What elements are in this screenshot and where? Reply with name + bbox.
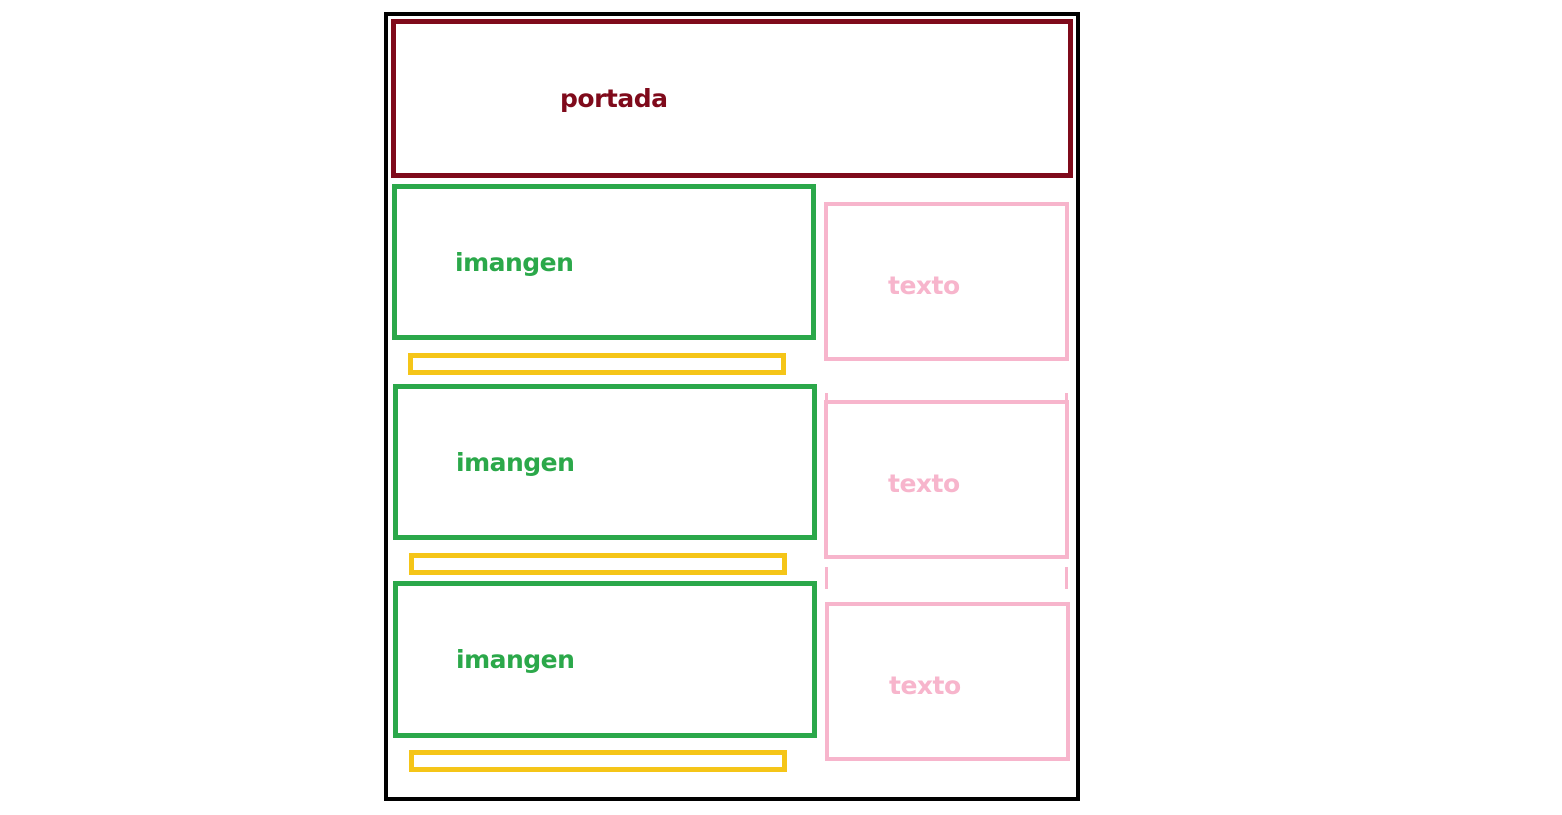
text-box-2 (824, 400, 1069, 559)
text-box-3 (825, 602, 1070, 761)
text-label-1: texto (888, 271, 960, 300)
image-label-2: imangen (456, 448, 575, 477)
portada-label: portada (560, 84, 668, 113)
image-label-1: imangen (455, 248, 574, 277)
text-label-2: texto (888, 469, 960, 498)
portada-box (391, 19, 1073, 178)
text-box-1 (824, 202, 1069, 361)
text-connector-right-1 (1065, 393, 1068, 400)
caption-box-2 (409, 553, 787, 575)
text-label-3: texto (889, 671, 961, 700)
image-box-2 (393, 384, 817, 540)
text-connector-left-1 (825, 393, 828, 400)
image-box-3 (393, 581, 817, 738)
caption-box-3 (409, 750, 787, 772)
image-label-3: imangen (456, 645, 575, 674)
text-connector-right-2 (1065, 567, 1068, 589)
image-box-1 (392, 184, 816, 340)
text-connector-left-2 (825, 567, 828, 589)
caption-box-1 (408, 353, 786, 375)
